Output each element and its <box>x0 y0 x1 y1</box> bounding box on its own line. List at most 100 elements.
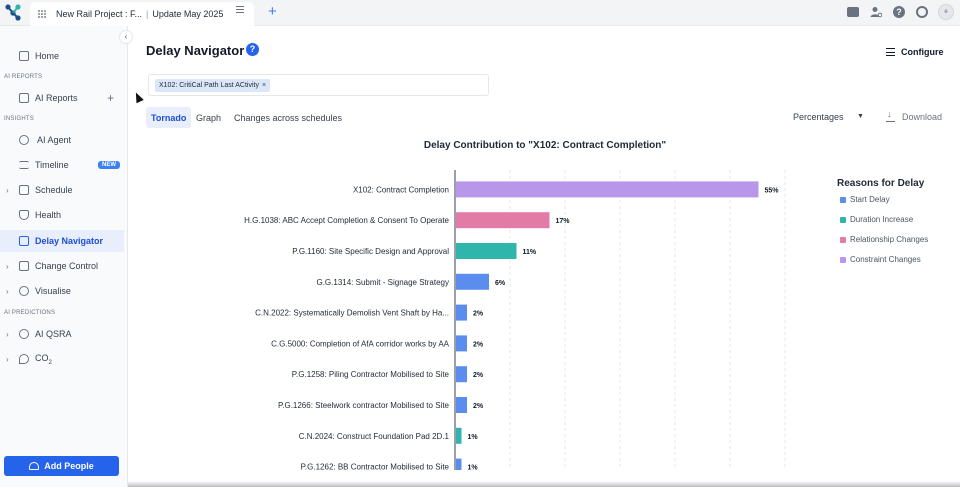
chart-data-label: 2% <box>473 311 484 318</box>
tab-changes-across-schedules[interactable]: Changes across schedules <box>234 112 343 123</box>
sidebar-item-label: Schedule <box>35 185 73 195</box>
sidebar-item-label: CO2 <box>35 353 52 366</box>
chart-category-label: C.N.2022: Systematically Demolish Vent S… <box>255 309 449 318</box>
agent-icon <box>19 135 29 145</box>
chart-title: Delay Contribution to "X102: Contract Co… <box>423 140 667 151</box>
legend-item-constraint-changes[interactable]: Constraint Changes <box>840 255 921 264</box>
co2-text: CO <box>35 352 49 363</box>
sliders-icon <box>886 48 895 56</box>
sidebar-item-home[interactable]: Home <box>0 45 124 67</box>
chart-category-label: H.G.1038: ABC Accept Completion & Consen… <box>244 216 449 225</box>
project-tab-subtitle: Update May 2025 <box>152 9 224 19</box>
sidebar-item-label: Change Control <box>35 261 99 271</box>
chevron-right-icon[interactable]: › <box>6 354 9 364</box>
sidebar-item-ai-agent[interactable]: AI Agent <box>0 129 124 151</box>
add-report-icon[interactable]: + <box>107 91 115 105</box>
project-tab-title: New Rail Project : F... <box>56 9 143 19</box>
tab-tornado[interactable]: Tornado <box>146 107 192 128</box>
chart-bar[interactable] <box>456 304 467 321</box>
chart-data-label: 55% <box>765 187 780 194</box>
new-badge: NEW <box>98 161 120 169</box>
globe-icon[interactable] <box>916 6 928 18</box>
activity-filter-input[interactable]: X102: CritiCal Path Last ACtivity × <box>148 74 489 96</box>
tab-divider: | <box>146 9 149 19</box>
legend-item-relationship-changes[interactable]: Relationship Changes <box>840 235 928 244</box>
app-logo-icon[interactable] <box>4 3 22 21</box>
chart-bar[interactable] <box>456 243 517 259</box>
sidebar-item-co2[interactable]: › CO2 <box>0 348 124 370</box>
chart-data-label: 2% <box>473 341 484 348</box>
chart-data-label: 2% <box>473 403 484 410</box>
page-title: Delay Navigator <box>146 43 245 58</box>
legend-title: Reasons for Delay <box>837 178 925 189</box>
chart-bar[interactable] <box>456 335 467 352</box>
tab-menu-icon[interactable] <box>236 6 244 13</box>
top-bar: New Rail Project : F... | Update May 202… <box>0 0 960 26</box>
help-icon[interactable]: ? <box>893 6 905 18</box>
sidebar-item-schedule[interactable]: › Schedule <box>0 179 124 201</box>
briefcase-icon[interactable] <box>847 7 859 17</box>
network-icon <box>19 286 29 296</box>
chart-category-label: G.G.1314: Submit - Signage Strategy <box>316 278 449 287</box>
mouse-cursor-icon <box>132 90 144 104</box>
chevron-right-icon[interactable]: › <box>6 329 9 339</box>
chart-category-label: C.N.2024: Construct Foundation Pad 2D.1 <box>299 432 450 441</box>
document-stack-icon <box>19 261 29 271</box>
sidebar-item-label: AI Reports <box>35 93 78 103</box>
delay-calendar-icon <box>19 236 29 246</box>
tab-graph[interactable]: Graph <box>196 112 222 123</box>
legend-swatch <box>840 216 846 223</box>
sidebar-item-label: Timeline <box>35 160 69 170</box>
chart-data-label: 17% <box>556 218 571 225</box>
chart-data-label: 2% <box>473 372 484 379</box>
chart-bar[interactable] <box>456 366 467 383</box>
chevron-right-icon[interactable]: › <box>6 185 9 195</box>
legend-swatch <box>840 256 846 263</box>
chart-bar[interactable] <box>456 427 462 444</box>
chip-close-icon[interactable]: × <box>262 82 267 89</box>
sidebar-item-label: Delay Navigator <box>35 236 104 246</box>
filter-chip: X102: CritiCal Path Last ACtivity × <box>155 79 271 92</box>
chart-bar[interactable] <box>456 212 550 229</box>
legend-item-start-delay[interactable]: Start Delay <box>840 195 890 204</box>
configure-button[interactable]: Configure <box>886 47 944 57</box>
sidebar-item-health[interactable]: Health <box>0 204 124 226</box>
section-insights: INSIGHTS <box>4 116 34 122</box>
legend-swatch <box>840 236 846 243</box>
section-ai-predictions: AI PREDICTIONS <box>4 310 56 316</box>
download-button[interactable]: Download <box>886 109 942 122</box>
leaf-icon <box>19 354 29 364</box>
chart-bar[interactable] <box>456 397 467 413</box>
sidebar-item-label: AI Agent <box>37 135 72 145</box>
legend-label: Start Delay <box>850 195 890 204</box>
help-icon[interactable]: ? <box>246 43 259 56</box>
sidebar-item-delay-navigator[interactable]: Delay Navigator <box>0 230 124 252</box>
collapse-sidebar-button[interactable]: ‹ <box>119 30 133 44</box>
sidebar-item-visualise[interactable]: › Visualise <box>0 280 124 302</box>
chevron-down-icon[interactable]: ▼ <box>857 113 864 120</box>
chart-category-label: P.G.1266: Steelwork contractor Mobilised… <box>278 401 450 410</box>
sidebar-item-timeline[interactable]: Timeline NEW <box>0 154 124 176</box>
add-tab-button[interactable]: + <box>268 3 277 20</box>
legend-label: Relationship Changes <box>850 235 929 244</box>
chevron-right-icon[interactable]: › <box>6 261 9 271</box>
chart-bar[interactable] <box>456 181 759 198</box>
chart-category-label: X102: Contract Completion <box>353 185 449 194</box>
chart-bar[interactable] <box>456 458 462 470</box>
legend-item-duration-increase[interactable]: Duration Increase <box>840 215 913 224</box>
co2-subscript: 2 <box>48 359 52 366</box>
download-icon <box>886 109 895 122</box>
avatar[interactable]: e <box>938 4 954 20</box>
section-ai-reports: AI REPORTS <box>4 74 43 80</box>
percentages-select[interactable]: Percentages <box>793 112 844 122</box>
sidebar-item-change-control[interactable]: › Change Control <box>0 255 124 277</box>
sidebar-item-ai-qsra[interactable]: › AI QSRA <box>0 323 124 345</box>
sidebar-item-label: Home <box>35 51 60 61</box>
add-people-button[interactable]: Add People <box>4 456 119 476</box>
user-settings-icon[interactable] <box>870 6 883 18</box>
project-tab[interactable]: New Rail Project : F... | Update May 202… <box>30 2 254 26</box>
chart-bar[interactable] <box>456 273 489 290</box>
sidebar-item-ai-reports[interactable]: AI Reports + <box>0 87 124 109</box>
chevron-right-icon[interactable]: › <box>6 286 9 296</box>
chart-data-label: 1% <box>468 465 479 470</box>
